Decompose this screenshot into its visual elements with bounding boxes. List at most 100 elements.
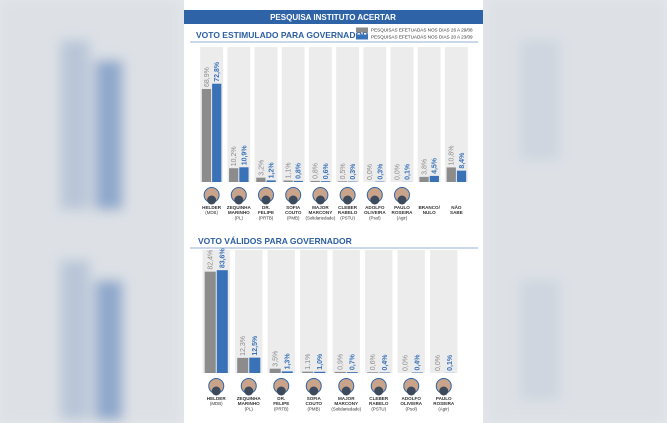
candidate-shirt xyxy=(276,386,286,396)
value-label: 68,9% xyxy=(204,67,211,87)
bar xyxy=(314,371,326,373)
value-label: 3,8% xyxy=(421,159,428,175)
value-label: 0,6% xyxy=(323,162,330,179)
candidate-name: SOFIA COUTO xyxy=(285,205,302,215)
candidate-party: (PMB) xyxy=(308,406,321,411)
charts: VOTO ESTIMULADO PARA GOVERNADOR 68,9% 72,8… xyxy=(190,27,478,411)
candidate-name: PAULO ROSEIRA xyxy=(433,396,455,406)
value-label: 0,5% xyxy=(340,163,347,179)
value-label: 72,8% xyxy=(214,61,221,82)
legend-label: PESQUISAS EFETUADAS NOS DIAS 26 A 29/08 xyxy=(371,28,473,33)
candidate-shirt xyxy=(211,386,221,396)
bar xyxy=(237,357,249,373)
legend-swatch xyxy=(356,27,368,33)
candidate-name: ZEQUINHA MARINHO xyxy=(227,205,252,215)
value-label: 1,3% xyxy=(285,353,292,370)
column-background xyxy=(300,250,328,373)
bar xyxy=(310,180,320,182)
bar xyxy=(334,371,346,373)
bar xyxy=(229,168,239,182)
candidate-name: CLEBER RABELO xyxy=(369,396,389,406)
value-label: 83,6% xyxy=(220,248,227,269)
bar xyxy=(204,271,216,373)
value-label: 8,4% xyxy=(459,152,466,169)
value-label: 0,0% xyxy=(367,164,374,180)
bar xyxy=(320,181,331,182)
candidate-name: ADOLFO OLIVEIRA xyxy=(400,396,422,406)
value-label: 10,8% xyxy=(449,146,456,166)
column-background xyxy=(365,250,393,373)
candidate-name: ADOLFO OLIVEIRA xyxy=(364,205,386,215)
bar xyxy=(293,180,303,182)
value-label: 0,6% xyxy=(370,354,377,370)
candidate-party: (Psol) xyxy=(369,215,381,220)
candidate-party: (Solidariedade) xyxy=(306,215,336,220)
candidate-party: (PRTB) xyxy=(259,215,274,220)
value-label: 0,0% xyxy=(403,355,410,371)
value-label: 0,4% xyxy=(382,354,389,371)
value-label: 10,2% xyxy=(231,146,238,166)
bar xyxy=(201,88,212,182)
bar xyxy=(216,270,228,373)
bar xyxy=(249,357,261,373)
candidate-name: HELDER xyxy=(207,396,227,401)
column-background xyxy=(332,250,360,373)
candidate-shirt xyxy=(370,195,380,205)
column-background xyxy=(430,250,458,373)
bar xyxy=(456,170,467,182)
candidate-party: (Agir) xyxy=(438,406,449,411)
bar xyxy=(302,371,314,373)
bar xyxy=(256,177,266,182)
legend-label: PESQUISAS EFETUADAS NOS DIAS 20 A 23/09 xyxy=(371,35,473,40)
column-background xyxy=(363,47,387,182)
value-label: 0,0% xyxy=(435,355,442,371)
column-background xyxy=(267,250,295,373)
candidate-shirt xyxy=(244,386,254,396)
value-label: 1,2% xyxy=(269,162,276,179)
candidate-name: HELDER xyxy=(202,205,222,210)
value-label: 0,8% xyxy=(313,163,320,179)
candidate-shirt xyxy=(234,195,244,205)
candidate-shirt xyxy=(439,386,449,396)
column-background xyxy=(336,47,360,182)
candidate-party: (MDB) xyxy=(205,210,218,215)
candidate-shirt xyxy=(343,195,353,205)
value-label: 1,1% xyxy=(305,354,312,370)
candidate-shirt xyxy=(207,195,217,205)
column-background xyxy=(254,47,278,182)
candidate-party: (PL) xyxy=(235,215,244,220)
candidate-party: (MDB) xyxy=(210,401,223,406)
candidate-shirt xyxy=(397,195,407,205)
value-label: 1,0% xyxy=(317,353,324,370)
bar xyxy=(212,83,222,182)
candidate-shirt xyxy=(341,386,351,396)
bar xyxy=(419,176,429,182)
value-label: 0,4% xyxy=(415,354,422,371)
column-background xyxy=(227,47,251,182)
column-background xyxy=(397,250,425,373)
candidate-shirt xyxy=(261,195,271,205)
candidate-name: SOFIA COUTO xyxy=(305,396,322,406)
bar xyxy=(269,368,281,373)
candidate-name: ZEQUINHA MARINHO xyxy=(237,396,262,406)
value-label: 1,1% xyxy=(285,163,292,179)
value-label: 10,9% xyxy=(241,145,248,166)
candidate-party: (PMB) xyxy=(287,215,300,220)
header-bar xyxy=(184,10,483,24)
value-label: 3,2% xyxy=(258,160,265,176)
candidate-party: (Psol) xyxy=(406,406,418,411)
candidate-name: CLEBER RABELO xyxy=(338,205,358,215)
bar xyxy=(337,181,348,182)
value-label: 0,3% xyxy=(377,163,384,180)
bar xyxy=(283,180,293,182)
column-background xyxy=(390,47,414,182)
value-label: 0,7% xyxy=(350,353,357,370)
value-label: 12,3% xyxy=(240,336,247,356)
candidate-name: DR. FELIPE xyxy=(273,396,289,406)
column-background xyxy=(235,250,263,373)
value-label: 82,4% xyxy=(208,250,215,270)
candidate-shirt xyxy=(288,195,298,205)
candidate-party: (PRTB) xyxy=(274,406,289,411)
